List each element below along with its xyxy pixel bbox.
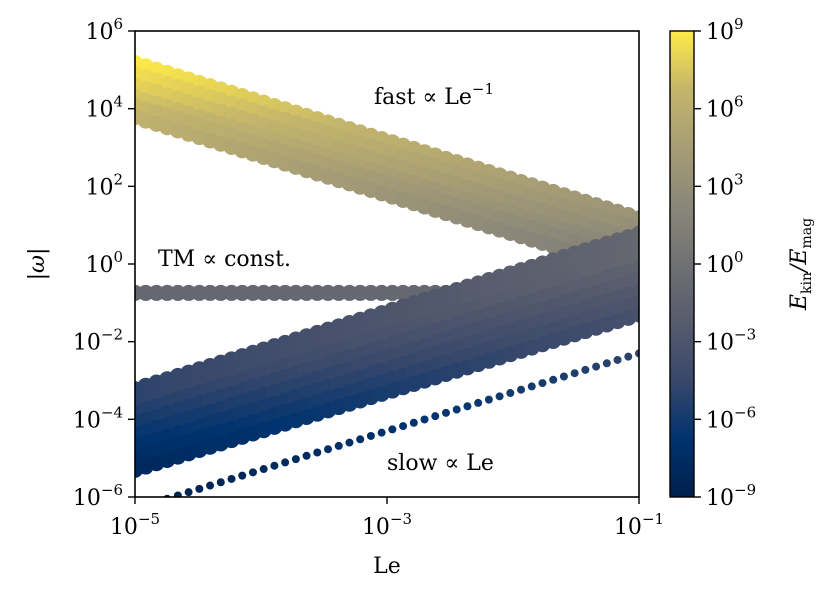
colorbar-ticks: 10−9 10−6 10−3 100 103 106 109 [694, 15, 756, 511]
data-point [227, 474, 236, 483]
data-point [324, 445, 333, 454]
data-point [559, 372, 568, 381]
data-point [281, 458, 290, 467]
y-axis: 10−6 10−4 10−2 100 102 104 106 [73, 15, 135, 511]
x-axis-label: Le [373, 554, 401, 579]
data-point [388, 425, 397, 434]
y-tick-label: 104 [85, 93, 123, 123]
data-point [206, 481, 215, 490]
data-point [313, 448, 322, 457]
y-tick-label: 10−6 [73, 481, 123, 511]
data-point [581, 365, 590, 374]
data-point [173, 491, 182, 497]
data-point [452, 405, 461, 414]
colorbar-label: Ekin/Emag [787, 218, 815, 311]
data-point [635, 349, 639, 358]
data-point [420, 415, 429, 424]
colorbar-tick-label: 106 [706, 93, 744, 123]
data-point [484, 395, 493, 404]
data-point [474, 398, 483, 407]
data-point [270, 461, 279, 470]
data-point [152, 498, 160, 506]
annotation-slow: slow ∝ Le [387, 451, 494, 476]
data-point [631, 306, 639, 323]
x-tick-label: 10−1 [614, 510, 664, 540]
data-point [302, 451, 311, 460]
data-point [259, 465, 268, 474]
annotation-tm: TM ∝ const. [158, 247, 291, 272]
colorbar-tick-label: 109 [706, 15, 744, 45]
y-axis-label: |ω| [25, 248, 50, 281]
x-tick-label: 10−5 [110, 510, 160, 540]
data-point [248, 468, 257, 477]
x-axis: 10−5 10−3 10−1 [110, 497, 664, 540]
data-point [184, 488, 193, 497]
colorbar-tick-label: 100 [706, 248, 744, 278]
data-point [592, 362, 601, 371]
colorbar-tick-label: 10−3 [706, 326, 756, 356]
data-points [135, 55, 639, 509]
data-point [345, 438, 354, 447]
data-point [142, 501, 150, 509]
data-point [238, 471, 247, 480]
data-point [602, 359, 611, 368]
y-tick-label: 102 [85, 170, 123, 200]
data-point [441, 408, 450, 417]
data-point [377, 428, 386, 437]
data-point [216, 478, 225, 487]
data-point [570, 369, 579, 378]
data-point [366, 431, 375, 440]
colorbar-tick-label: 103 [706, 170, 744, 200]
x-tick-label: 10−3 [362, 510, 412, 540]
data-point [538, 379, 547, 388]
data-point [463, 402, 472, 411]
data-point [163, 494, 171, 497]
data-point [399, 422, 408, 431]
data-point [409, 418, 418, 427]
data-point [506, 389, 515, 398]
data-point [495, 392, 504, 401]
y-tick-label: 106 [85, 15, 123, 45]
colorbar-tick-label: 10−6 [706, 403, 756, 433]
data-point [549, 375, 558, 384]
colorbar [669, 30, 695, 498]
data-point [613, 355, 622, 364]
data-point [291, 455, 300, 464]
y-tick-label: 10−4 [73, 403, 123, 433]
data-point [527, 382, 536, 391]
annotation-fast: fast ∝ Le−1 [374, 80, 494, 110]
colorbar-tick-label: 10−9 [706, 481, 756, 511]
data-point [517, 385, 526, 394]
y-tick-label: 10−2 [73, 326, 123, 356]
y-tick-label: 100 [85, 248, 123, 278]
data-point [624, 352, 633, 361]
data-point [334, 441, 343, 450]
data-point [195, 484, 204, 493]
data-point [431, 412, 440, 421]
data-point [356, 435, 365, 444]
